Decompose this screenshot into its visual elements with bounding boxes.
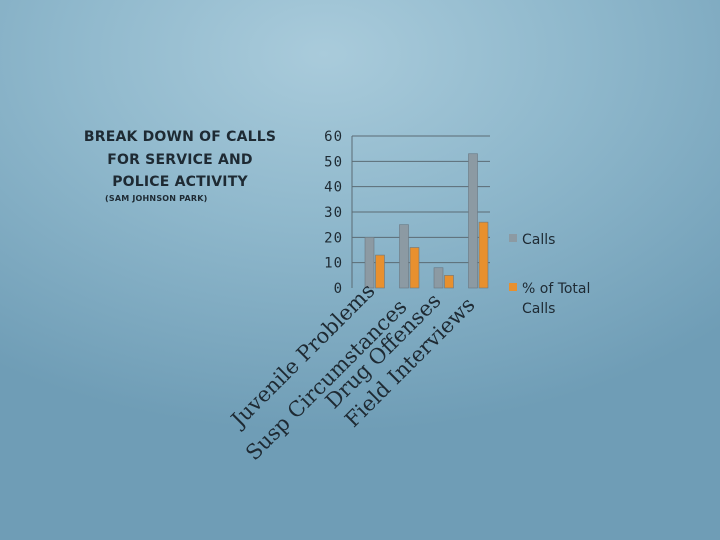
bar-calls	[399, 224, 409, 289]
y-tick-label: 40	[324, 180, 343, 196]
bar-calls	[433, 267, 444, 289]
legend-swatch	[509, 234, 517, 242]
y-tick-label: 60	[324, 129, 343, 145]
bar-percent	[375, 254, 385, 289]
bar-percent	[478, 221, 489, 289]
bar-percent	[409, 247, 420, 289]
y-axis-ticks: 0 10 20 30 40 50 60	[324, 129, 343, 297]
y-tick-label: 50	[324, 154, 343, 170]
chart-subtitle: (SAM JOHNSON PARK)	[105, 193, 208, 203]
bar-percent	[444, 275, 454, 289]
bar-calls	[468, 153, 478, 289]
legend-swatch	[509, 283, 517, 291]
y-tick-label: 30	[324, 205, 343, 221]
y-tick-label: 20	[324, 230, 343, 246]
bars	[364, 153, 489, 289]
legend: Calls % of Total Calls	[509, 232, 590, 317]
grid-lines	[351, 135, 490, 288]
y-tick-label: 10	[324, 256, 343, 272]
legend-label: Calls	[522, 232, 555, 248]
chart-title: BREAK DOWN OF CALLS FOR SERVICE AND POLI…	[83, 129, 277, 190]
y-tick-label: 0	[334, 281, 343, 297]
bar-calls	[364, 237, 375, 289]
legend-label: % of Total Calls	[522, 281, 590, 317]
chart-title-block: BREAK DOWN OF CALLS FOR SERVICE AND POLI…	[80, 126, 280, 205]
